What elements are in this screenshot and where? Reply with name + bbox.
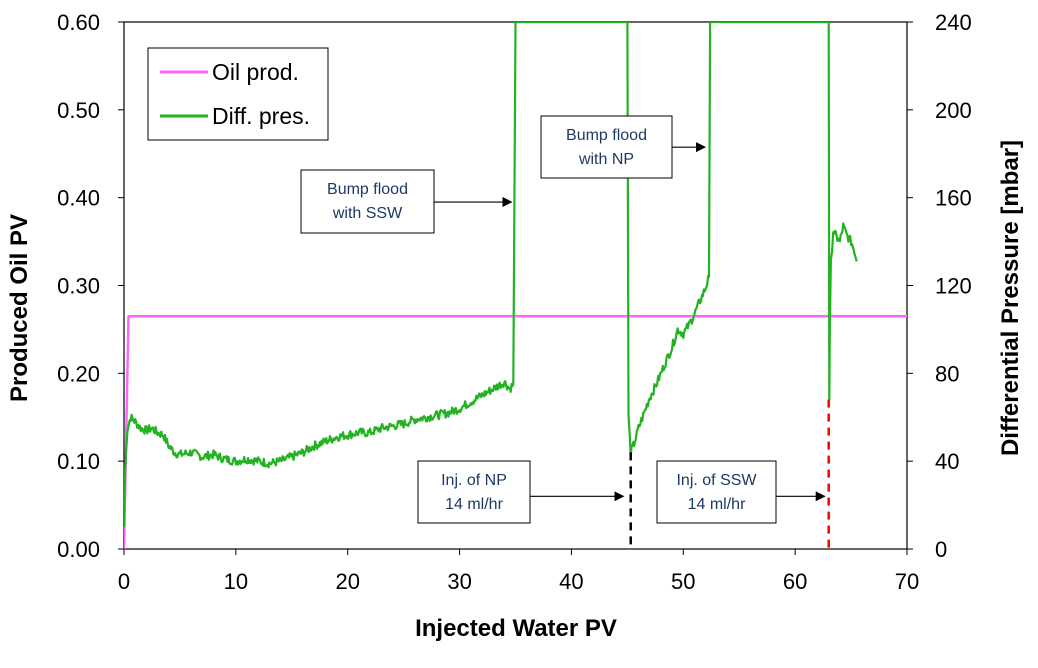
- chart-marks: [124, 22, 907, 549]
- x-tick-label: 10: [224, 569, 248, 594]
- series-line-diff-pres: [124, 22, 858, 528]
- y-right-tick-label: 0: [935, 537, 947, 562]
- y-axis-left-title: Produced Oil PV: [6, 214, 33, 402]
- x-tick-label: 50: [671, 569, 695, 594]
- annotation-text-inj-ssw: Inj. of SSW: [676, 472, 757, 489]
- y-right-tick-label: 160: [935, 186, 972, 211]
- legend-box: [147, 47, 329, 141]
- legend: Oil prod. Diff. pres.: [147, 47, 329, 141]
- x-tick-label: 70: [895, 569, 919, 594]
- y-right-tick-label: 200: [935, 98, 972, 123]
- y-left-tick-label: 0.30: [57, 274, 100, 299]
- y-left-tick-label: 0.00: [57, 537, 100, 562]
- annotation-box-bump-np: [540, 115, 673, 179]
- annotation-box-inj-np: [417, 460, 531, 524]
- y-right-tick-label: 80: [935, 361, 959, 386]
- annotation-text-inj-np: 14 ml/hr: [445, 496, 503, 513]
- annotation-text-bump-np: Bump flood: [566, 127, 647, 144]
- y-right-tick-label: 240: [935, 10, 972, 35]
- annotation-box-inj-ssw: [656, 460, 777, 524]
- annotation-text-bump-ssw: with SSW: [332, 205, 403, 222]
- y-left-tick-label: 0.20: [57, 361, 100, 386]
- y-right-tick-label: 120: [935, 274, 972, 299]
- legend-label-diff-pres: Diff. pres.: [212, 103, 310, 129]
- x-tick-label: 60: [783, 569, 807, 594]
- legend-label-oil-prod: Oil prod.: [212, 59, 299, 85]
- y-left-tick-label: 0.60: [57, 10, 100, 35]
- x-axis-title: Injected Water PV: [415, 615, 617, 642]
- axis-ticks: 0 10 20 30 40 50 60 70 0.00 0.10 0.20 0.30 0.40 0.50 0…: [57, 10, 972, 594]
- y-left-tick-label: 0.40: [57, 186, 100, 211]
- annotations: Bump flood with SSW Bump flood with NP Inj. …: [300, 115, 830, 549]
- x-tick-label: 0: [118, 569, 130, 594]
- y-left-tick-label: 0.10: [57, 449, 100, 474]
- y-left-tick-label: 0.50: [57, 98, 100, 123]
- annotation-box-bump-ssw: [300, 169, 435, 234]
- annotation-text-inj-ssw: 14 ml/hr: [688, 496, 746, 513]
- y-axis-right-title: Differential Pressure [mbar]: [997, 140, 1024, 456]
- x-tick-label: 20: [335, 569, 359, 594]
- annotation-text-inj-np: Inj. of NP: [441, 472, 507, 489]
- x-tick-label: 30: [447, 569, 471, 594]
- x-tick-label: 40: [559, 569, 583, 594]
- y-right-tick-label: 40: [935, 449, 959, 474]
- annotation-text-bump-ssw: Bump flood: [327, 181, 408, 198]
- annotation-text-bump-np: with NP: [578, 151, 634, 168]
